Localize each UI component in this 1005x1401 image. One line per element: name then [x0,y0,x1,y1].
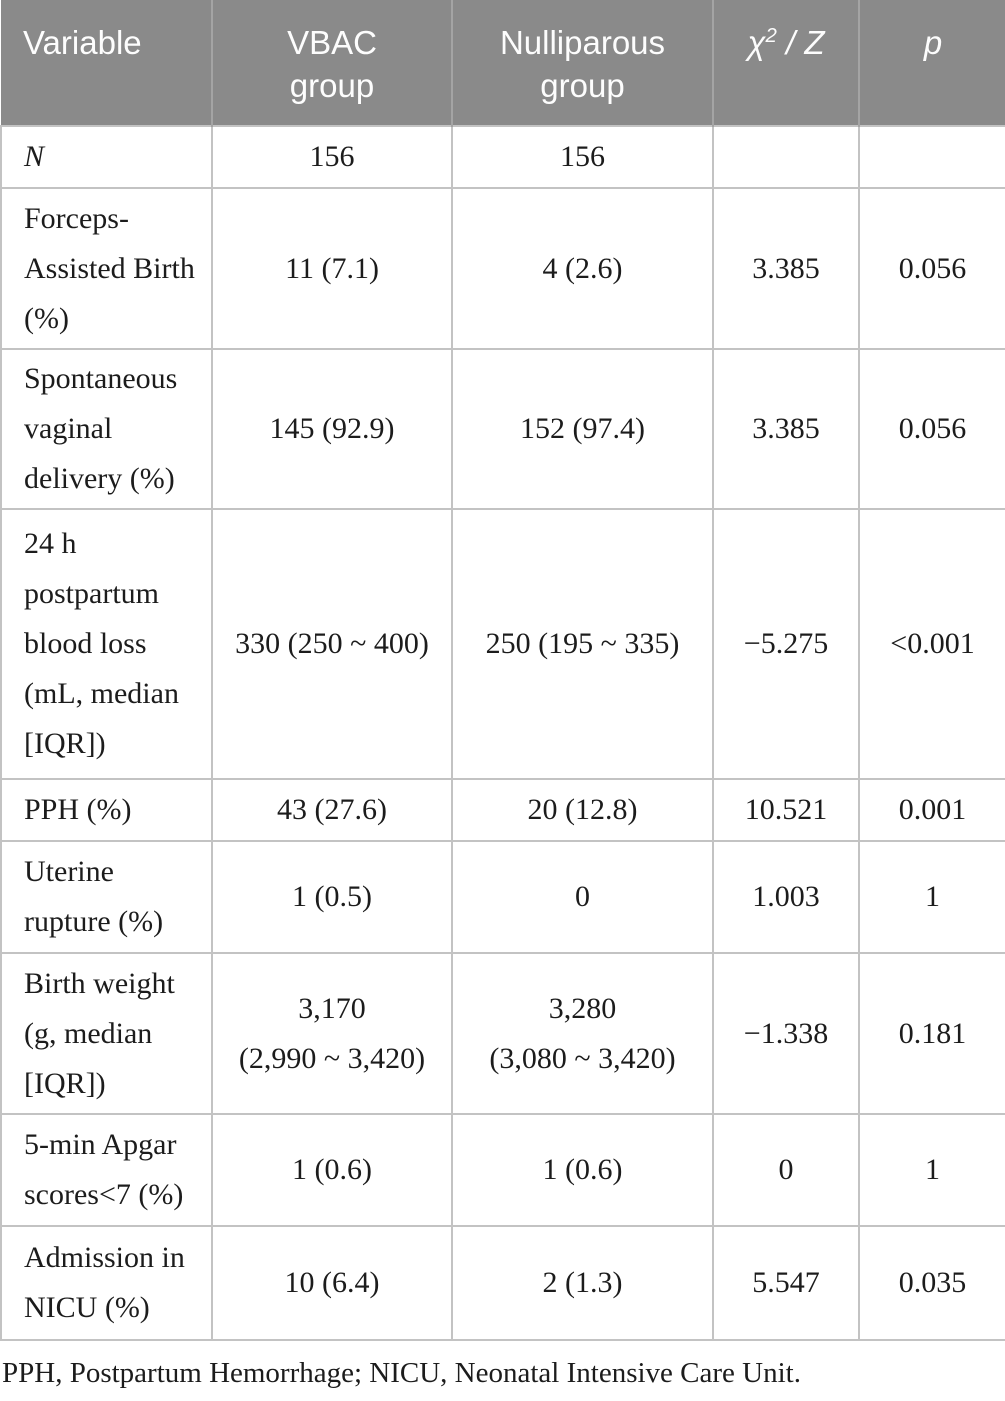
vbac-value-cell: 1 (0.5) [211,840,453,954]
vbac-value-cell: 10 (6.4) [211,1225,453,1341]
chi-z-value-cell: 1.003 [712,840,860,954]
chi-z-value-cell: −1.338 [712,952,860,1115]
row-label-cell: 5-min Apgar scores<7 (%) [0,1113,213,1227]
row-label-cell: Admission in NICU (%) [0,1225,213,1341]
row-label-cell: Forceps- Assisted Birth (%) [0,187,213,350]
table-row-pph: PPH (%) 43 (27.6) 20 (12.8) 10.521 0.001 [0,778,1005,842]
nulliparous-value-cell: 20 (12.8) [451,778,714,842]
nulliparous-value-cell: 2 (1.3) [451,1225,714,1341]
nulliparous-value-cell: 152 (97.4) [451,348,714,510]
p-value-cell: 1 [858,1113,1005,1227]
header-cell-vbac-group: VBAC group [211,0,452,126]
p-value-cell: 0.056 [858,348,1005,510]
vbac-value-cell: 11 (7.1) [211,187,453,350]
p-value-cell [858,125,1005,189]
vbac-value-cell: 330 (250 ~ 400) [211,508,453,780]
row-label-cell: PPH (%) [0,778,213,842]
chi-z-value-cell: −5.275 [712,508,860,780]
table-row-birth-weight: Birth weight (g, median [IQR]) 3,170 (2,… [0,952,1005,1115]
row-label-cell: 24 h postpartum blood loss (mL, median [… [0,508,213,780]
nulliparous-value-cell: 156 [451,125,714,189]
vbac-value-cell: 1 (0.6) [211,1113,453,1227]
header-cell-nulliparous-group: Nulliparous group [451,0,713,126]
p-value-cell: <0.001 [858,508,1005,780]
table-footnote: PPH, Postpartum Hemorrhage; NICU, Neonat… [2,1357,801,1389]
chi-z-value-cell: 3.385 [712,348,860,510]
table-row-spontaneous-delivery: Spontaneous vaginal delivery (%) 145 (92… [0,348,1005,510]
p-value-cell: 0.056 [858,187,1005,350]
table-row-forceps: Forceps- Assisted Birth (%) 11 (7.1) 4 (… [0,187,1005,350]
nulliparous-value-cell: 3,280 (3,080 ~ 3,420) [451,952,714,1115]
nulliparous-value-cell: 4 (2.6) [451,187,714,350]
header-cell-variable: Variable [1,0,212,126]
chi-z-value-cell: 0 [712,1113,860,1227]
row-label-cell: Birth weight (g, median [IQR]) [0,952,213,1115]
table-row-nicu: Admission in NICU (%) 10 (6.4) 2 (1.3) 5… [0,1225,1005,1341]
chi-z-value-cell: 10.521 [712,778,860,842]
p-value-cell: 0.181 [858,952,1005,1115]
comparison-table: Variable VBAC group Nulliparous group χ2… [0,0,1005,1341]
p-value-cell: 1 [858,840,1005,954]
nulliparous-value-cell: 0 [451,840,714,954]
chi-z-rest: / Z [776,24,825,61]
chi-symbol: χ [747,24,766,61]
table-row-blood-loss: 24 h postpartum blood loss (mL, median [… [0,508,1005,780]
row-label-cell: N [0,125,213,189]
header-cell-p: p [858,0,1005,126]
nulliparous-value-cell: 1 (0.6) [451,1113,714,1227]
vbac-value-cell: 43 (27.6) [211,778,453,842]
table-row-apgar: 5-min Apgar scores<7 (%) 1 (0.6) 1 (0.6)… [0,1113,1005,1227]
p-value-cell: 0.001 [858,778,1005,842]
chi-z-value-cell: 3.385 [712,187,860,350]
p-value-cell: 0.035 [858,1225,1005,1341]
vbac-value-cell: 3,170 (2,990 ~ 3,420) [211,952,453,1115]
chi-superscript: 2 [765,24,777,47]
vbac-value-cell: 156 [211,125,453,189]
nulliparous-value-cell: 250 (195 ~ 335) [451,508,714,780]
chi-z-value-cell [712,125,860,189]
table-row-n: N 156 156 [0,125,1005,189]
chi-z-value-cell: 5.547 [712,1225,860,1341]
vbac-value-cell: 145 (92.9) [211,348,453,510]
table-header-row: Variable VBAC group Nulliparous group χ2… [1,0,1005,126]
row-label-cell: Spontaneous vaginal delivery (%) [0,348,213,510]
header-cell-chi-z: χ2 / Z [712,0,859,126]
table-row-uterine-rupture: Uterine rupture (%) 1 (0.5) 0 1.003 1 [0,840,1005,954]
row-label-cell: Uterine rupture (%) [0,840,213,954]
